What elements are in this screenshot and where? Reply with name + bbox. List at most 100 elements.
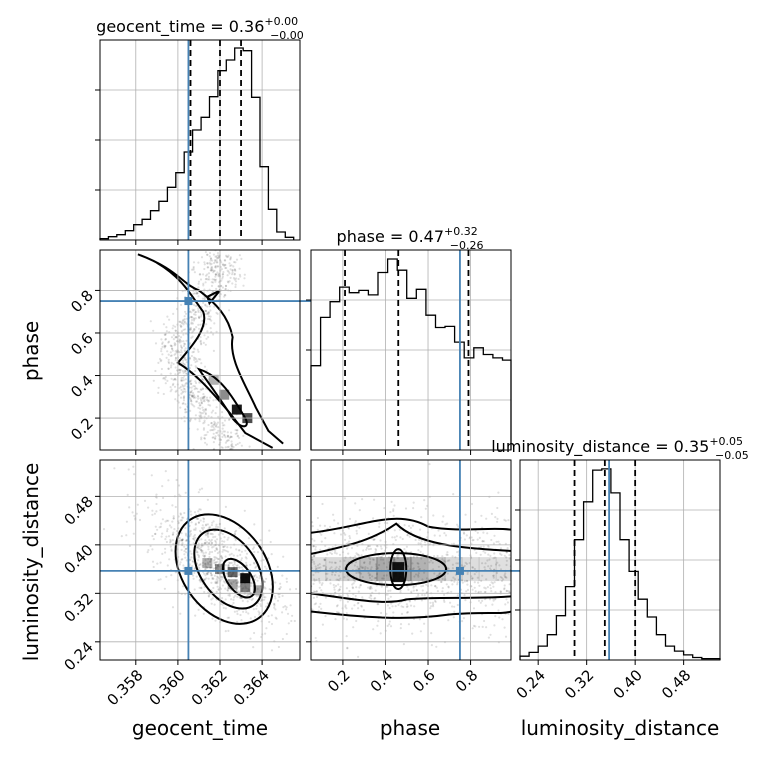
sample-point: [232, 580, 235, 584]
sample-point: [154, 532, 157, 536]
sample-point: [503, 584, 506, 587]
sample-point: [344, 538, 347, 542]
sample-point: [228, 262, 231, 265]
sample-point: [170, 549, 173, 552]
sample-point: [222, 545, 225, 549]
sample-point: [173, 378, 176, 381]
sample-point: [203, 267, 206, 271]
sample-point: [376, 624, 379, 627]
sample-point: [198, 316, 201, 319]
sample-point: [479, 553, 482, 556]
sample-point: [438, 572, 441, 575]
sample-point: [159, 525, 162, 528]
sample-point: [228, 436, 231, 439]
sample-point: [189, 382, 193, 386]
sample-point: [456, 581, 459, 584]
density-layer: [102, 250, 511, 659]
sample-point: [388, 607, 391, 610]
sample-point: [313, 603, 316, 606]
sample-point: [161, 341, 164, 344]
sample-point: [274, 608, 277, 611]
sample-point: [217, 562, 221, 565]
sample-point: [235, 258, 239, 261]
sample-point: [507, 590, 510, 593]
x-tick-label: 0.364: [230, 666, 273, 709]
sample-point: [224, 284, 228, 287]
sample-point: [234, 594, 237, 597]
sample-point: [223, 540, 226, 543]
sample-point: [430, 632, 433, 635]
sample-point: [173, 377, 177, 380]
sample-point: [182, 328, 185, 331]
sample-point: [189, 529, 192, 532]
sample-point: [212, 429, 215, 432]
sample-point: [161, 345, 164, 348]
sample-point: [193, 292, 196, 295]
sample-point: [224, 572, 227, 575]
sample-point: [160, 522, 163, 525]
sample-point: [193, 539, 196, 542]
sample-point: [374, 597, 377, 600]
y-tick-label: 0.24: [60, 638, 96, 674]
sample-point: [220, 284, 223, 288]
sample-point: [202, 427, 206, 430]
sample-point: [136, 503, 139, 506]
sample-point: [227, 550, 230, 553]
sample-point: [274, 616, 277, 619]
sample-point: [209, 309, 212, 312]
sample-point: [204, 309, 207, 312]
sample-point: [311, 558, 314, 561]
sample-point: [160, 338, 163, 341]
panel-frame: [310, 459, 512, 661]
sample-point: [205, 337, 208, 340]
sample-point: [209, 404, 212, 407]
sample-point: [493, 552, 496, 555]
sample-point: [227, 536, 230, 539]
sample-point: [249, 637, 252, 640]
sample-point: [185, 358, 188, 361]
sample-point: [179, 344, 183, 347]
sample-point: [203, 297, 206, 300]
sample-point: [194, 317, 197, 320]
sample-point: [198, 508, 201, 511]
sample-point: [194, 313, 197, 316]
sample-point: [379, 558, 383, 561]
sample-point: [449, 601, 452, 604]
sample-point: [172, 531, 175, 534]
sample-point: [451, 555, 454, 558]
sample-point: [323, 559, 326, 562]
sample-point: [338, 588, 341, 591]
sample-point: [417, 575, 420, 578]
sample-point: [205, 523, 208, 526]
sample-point: [367, 548, 371, 551]
sample-point: [125, 534, 128, 537]
sample-point: [388, 620, 391, 623]
sample-point: [233, 268, 237, 271]
sample-point: [159, 578, 162, 581]
sample-point: [423, 562, 426, 565]
sample-point: [214, 424, 217, 427]
sample-point: [223, 259, 226, 262]
sample-point: [211, 550, 214, 554]
sample-point: [489, 567, 492, 570]
sample-point: [392, 509, 395, 513]
sample-point: [197, 282, 200, 285]
sample-point: [356, 602, 359, 605]
sample-point: [355, 552, 358, 555]
sample-point: [262, 558, 265, 562]
sample-point: [216, 271, 219, 274]
sample-point: [499, 590, 502, 594]
sample-point: [181, 538, 184, 541]
sample-point: [361, 596, 364, 599]
sample-point: [492, 574, 495, 577]
sample-point: [236, 434, 239, 437]
density-cell: [227, 567, 238, 578]
sample-point: [352, 578, 355, 581]
sample-point: [180, 349, 183, 352]
sample-point: [424, 507, 427, 510]
sample-point: [499, 575, 502, 579]
sample-point: [203, 542, 206, 545]
sample-point: [200, 402, 204, 405]
sample-point: [229, 257, 232, 260]
sample-point: [202, 387, 205, 391]
